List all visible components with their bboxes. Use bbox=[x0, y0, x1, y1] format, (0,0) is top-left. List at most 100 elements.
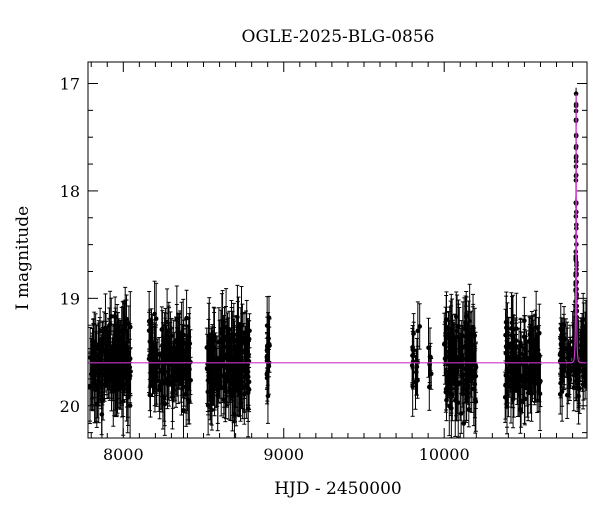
data-point bbox=[162, 401, 168, 407]
data-point bbox=[159, 327, 165, 332]
data-point bbox=[265, 393, 271, 399]
data-point bbox=[229, 333, 234, 338]
data-point bbox=[212, 383, 217, 388]
data-point bbox=[509, 320, 515, 325]
data-point bbox=[153, 347, 159, 353]
y-tick-label: 17 bbox=[60, 74, 80, 93]
data-point bbox=[156, 387, 162, 393]
data-point bbox=[116, 382, 122, 387]
season-4 bbox=[264, 295, 272, 424]
data-point bbox=[464, 313, 469, 319]
data-point bbox=[410, 384, 415, 389]
data-point bbox=[454, 363, 459, 368]
data-point bbox=[125, 356, 131, 362]
data-point bbox=[518, 398, 524, 404]
season-2 bbox=[146, 280, 193, 438]
data-point bbox=[120, 362, 125, 368]
data-point bbox=[562, 347, 567, 352]
data-point bbox=[169, 333, 174, 339]
data-point bbox=[184, 315, 189, 321]
data-point bbox=[92, 387, 98, 393]
plot-area bbox=[88, 87, 587, 438]
data-point bbox=[187, 341, 193, 346]
data-point bbox=[449, 350, 454, 355]
axes: 8000 9000 10000 17 18 19 20 bbox=[60, 61, 588, 464]
data-point bbox=[204, 345, 210, 350]
data-point bbox=[452, 398, 458, 403]
data-point bbox=[467, 318, 472, 324]
data-point bbox=[522, 345, 528, 351]
data-point bbox=[205, 389, 211, 395]
x-axis-label: HJD - 2450000 bbox=[274, 479, 402, 499]
data-point bbox=[426, 345, 431, 351]
data-point bbox=[162, 338, 167, 344]
data-point bbox=[121, 328, 127, 334]
data-point bbox=[452, 357, 457, 363]
data-point bbox=[242, 366, 247, 371]
data-point bbox=[528, 350, 533, 356]
y-tick-label: 18 bbox=[60, 182, 80, 201]
data-point bbox=[576, 381, 581, 387]
data-point bbox=[217, 356, 223, 361]
data-point bbox=[167, 361, 172, 366]
data-point bbox=[414, 369, 419, 375]
data-point bbox=[107, 323, 112, 328]
y-tick-label: 20 bbox=[60, 397, 80, 416]
season-9 bbox=[557, 292, 587, 425]
data-point bbox=[266, 341, 272, 347]
data-point bbox=[446, 335, 451, 341]
data-point bbox=[579, 336, 584, 342]
data-point bbox=[244, 333, 250, 339]
x-tick-label: 10000 bbox=[419, 445, 470, 464]
season-6 bbox=[426, 317, 434, 411]
data-point bbox=[113, 387, 118, 393]
data-point bbox=[146, 356, 152, 362]
data-point bbox=[103, 348, 109, 353]
y-tick-label: 19 bbox=[60, 289, 80, 308]
data-point bbox=[508, 368, 514, 374]
data-point bbox=[510, 327, 516, 333]
season-5 bbox=[409, 301, 422, 417]
data-point bbox=[148, 345, 154, 351]
data-point bbox=[463, 382, 469, 388]
data-point bbox=[181, 407, 186, 413]
data-point bbox=[179, 373, 185, 378]
data-point bbox=[456, 334, 461, 340]
data-point bbox=[469, 342, 475, 347]
data-point bbox=[558, 342, 564, 348]
plot-frame bbox=[87, 61, 588, 439]
data-point bbox=[564, 355, 570, 361]
season-3 bbox=[204, 284, 252, 438]
data-point bbox=[223, 325, 229, 330]
data-point bbox=[183, 370, 189, 376]
data-point bbox=[467, 372, 473, 378]
data-point bbox=[91, 339, 97, 345]
season-1 bbox=[88, 286, 133, 438]
data-point bbox=[177, 344, 182, 349]
data-point bbox=[226, 378, 232, 384]
data-point bbox=[522, 396, 528, 402]
data-point bbox=[186, 334, 192, 340]
data-point bbox=[115, 364, 120, 369]
data-point bbox=[110, 369, 116, 374]
data-point bbox=[473, 364, 479, 370]
data-point bbox=[236, 330, 241, 335]
data-point bbox=[561, 368, 567, 374]
data-point bbox=[458, 356, 463, 361]
data-point bbox=[566, 363, 572, 368]
data-point bbox=[174, 364, 179, 370]
data-point bbox=[238, 325, 244, 330]
data-point bbox=[224, 352, 230, 357]
data-point bbox=[503, 350, 509, 356]
data-point bbox=[239, 379, 244, 385]
data-point bbox=[446, 403, 452, 409]
data-point bbox=[417, 324, 422, 329]
data-point bbox=[532, 354, 538, 359]
data-point bbox=[512, 364, 517, 370]
season-7 bbox=[441, 283, 479, 438]
data-point bbox=[127, 403, 133, 408]
data-point bbox=[239, 348, 245, 354]
data-point bbox=[181, 366, 186, 371]
data-point bbox=[170, 377, 176, 383]
data-point bbox=[206, 341, 211, 346]
